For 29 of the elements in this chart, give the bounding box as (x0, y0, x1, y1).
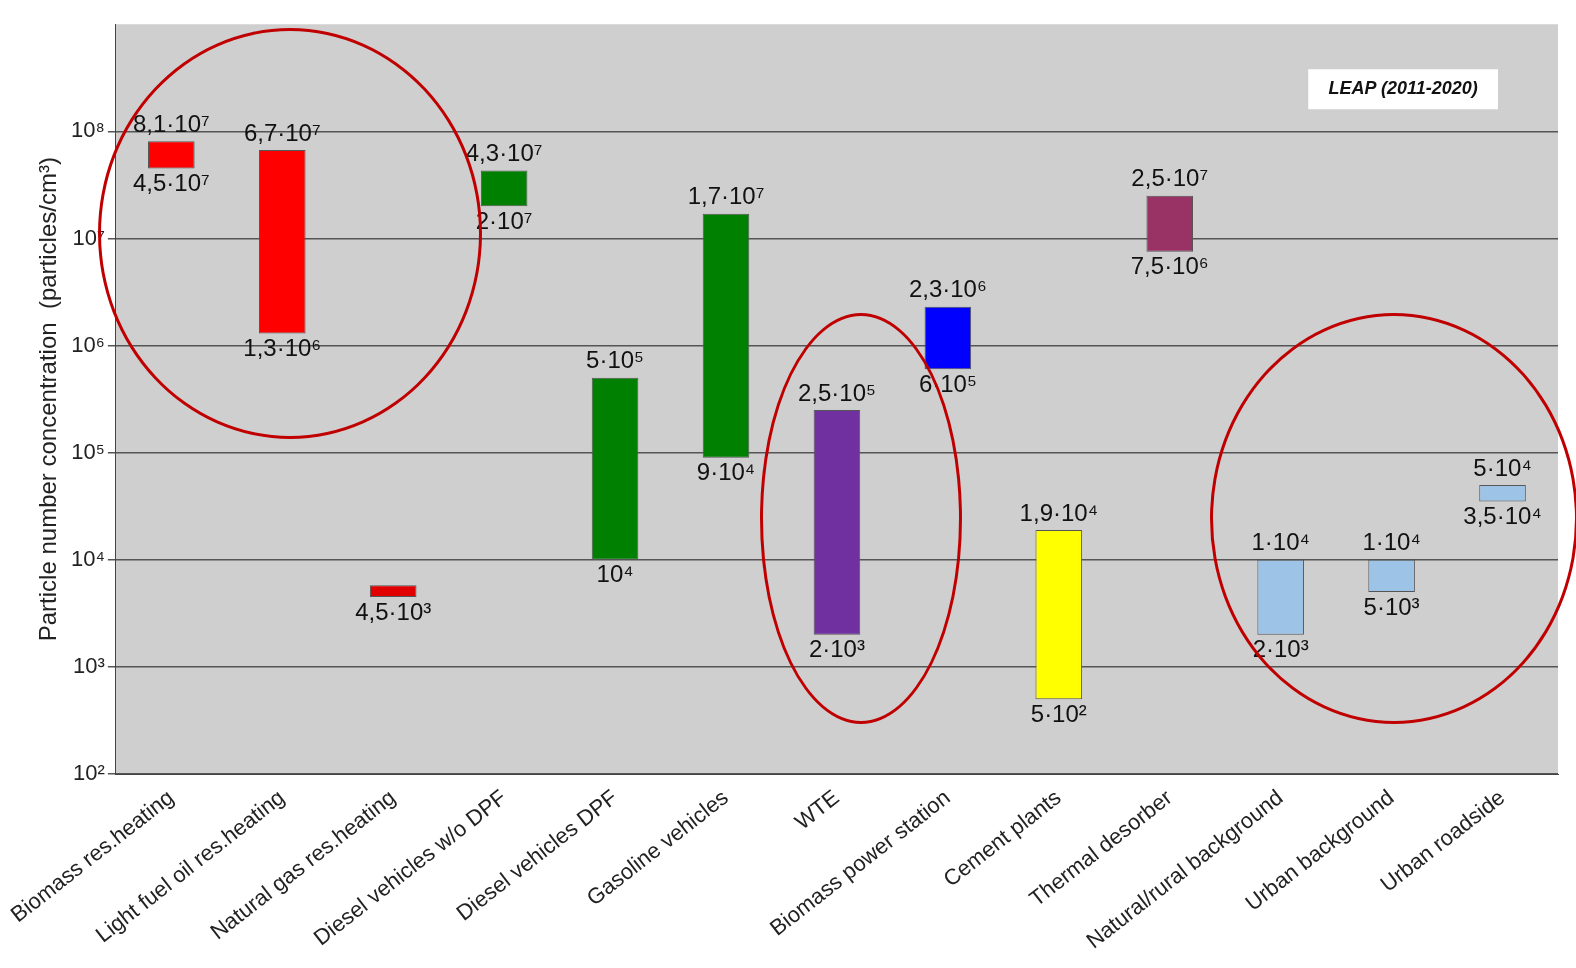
annotation: 4,5·10³ (355, 597, 432, 625)
y-tick-label: 10⁴ (70, 545, 105, 571)
annotation: 1,7·10⁷ (687, 182, 765, 210)
annotation: 5·10³ (1363, 592, 1420, 620)
annotation: 5·10² (1030, 699, 1087, 727)
annotation: 1·10⁴ (1362, 528, 1421, 556)
annotation: 3,5·10⁴ (1463, 502, 1542, 530)
annotation: 7,5·10⁶ (1130, 252, 1209, 280)
annotation: 4,5·10⁷ (132, 169, 210, 197)
annotation: 5·10⁴ (1473, 453, 1532, 481)
annotation: 10⁴ (596, 560, 634, 588)
y-axis-title: Particle number concentration (particles/cm³) (34, 157, 62, 642)
y-tick-label: 10² (73, 760, 105, 786)
annotation: 8,1·10⁷ (132, 109, 210, 137)
annotation: 9·10⁴ (696, 458, 756, 486)
annotation: 1,9·10⁴ (1019, 498, 1098, 526)
annotation: 5·10⁵ (586, 346, 645, 374)
annotation: 1·10⁴ (1251, 528, 1310, 556)
annotation: LEAP (2011-2020) (1328, 78, 1478, 99)
y-tick-label: 10³ (73, 653, 105, 679)
annotation: 4,3·10⁷ (465, 139, 543, 167)
annotation: 2,5·10⁵ (797, 378, 876, 406)
annotation: 2·10³ (808, 635, 865, 663)
annotation: 2·10³ (1252, 635, 1309, 663)
y-tick-label: 10⁸ (71, 117, 105, 143)
annotation: 2,5·10⁷ (1131, 164, 1209, 192)
annotation: 2,3·10⁶ (908, 275, 987, 303)
y-tick-label: 10⁶ (71, 331, 105, 357)
y-tick-label: 10⁵ (71, 438, 105, 464)
